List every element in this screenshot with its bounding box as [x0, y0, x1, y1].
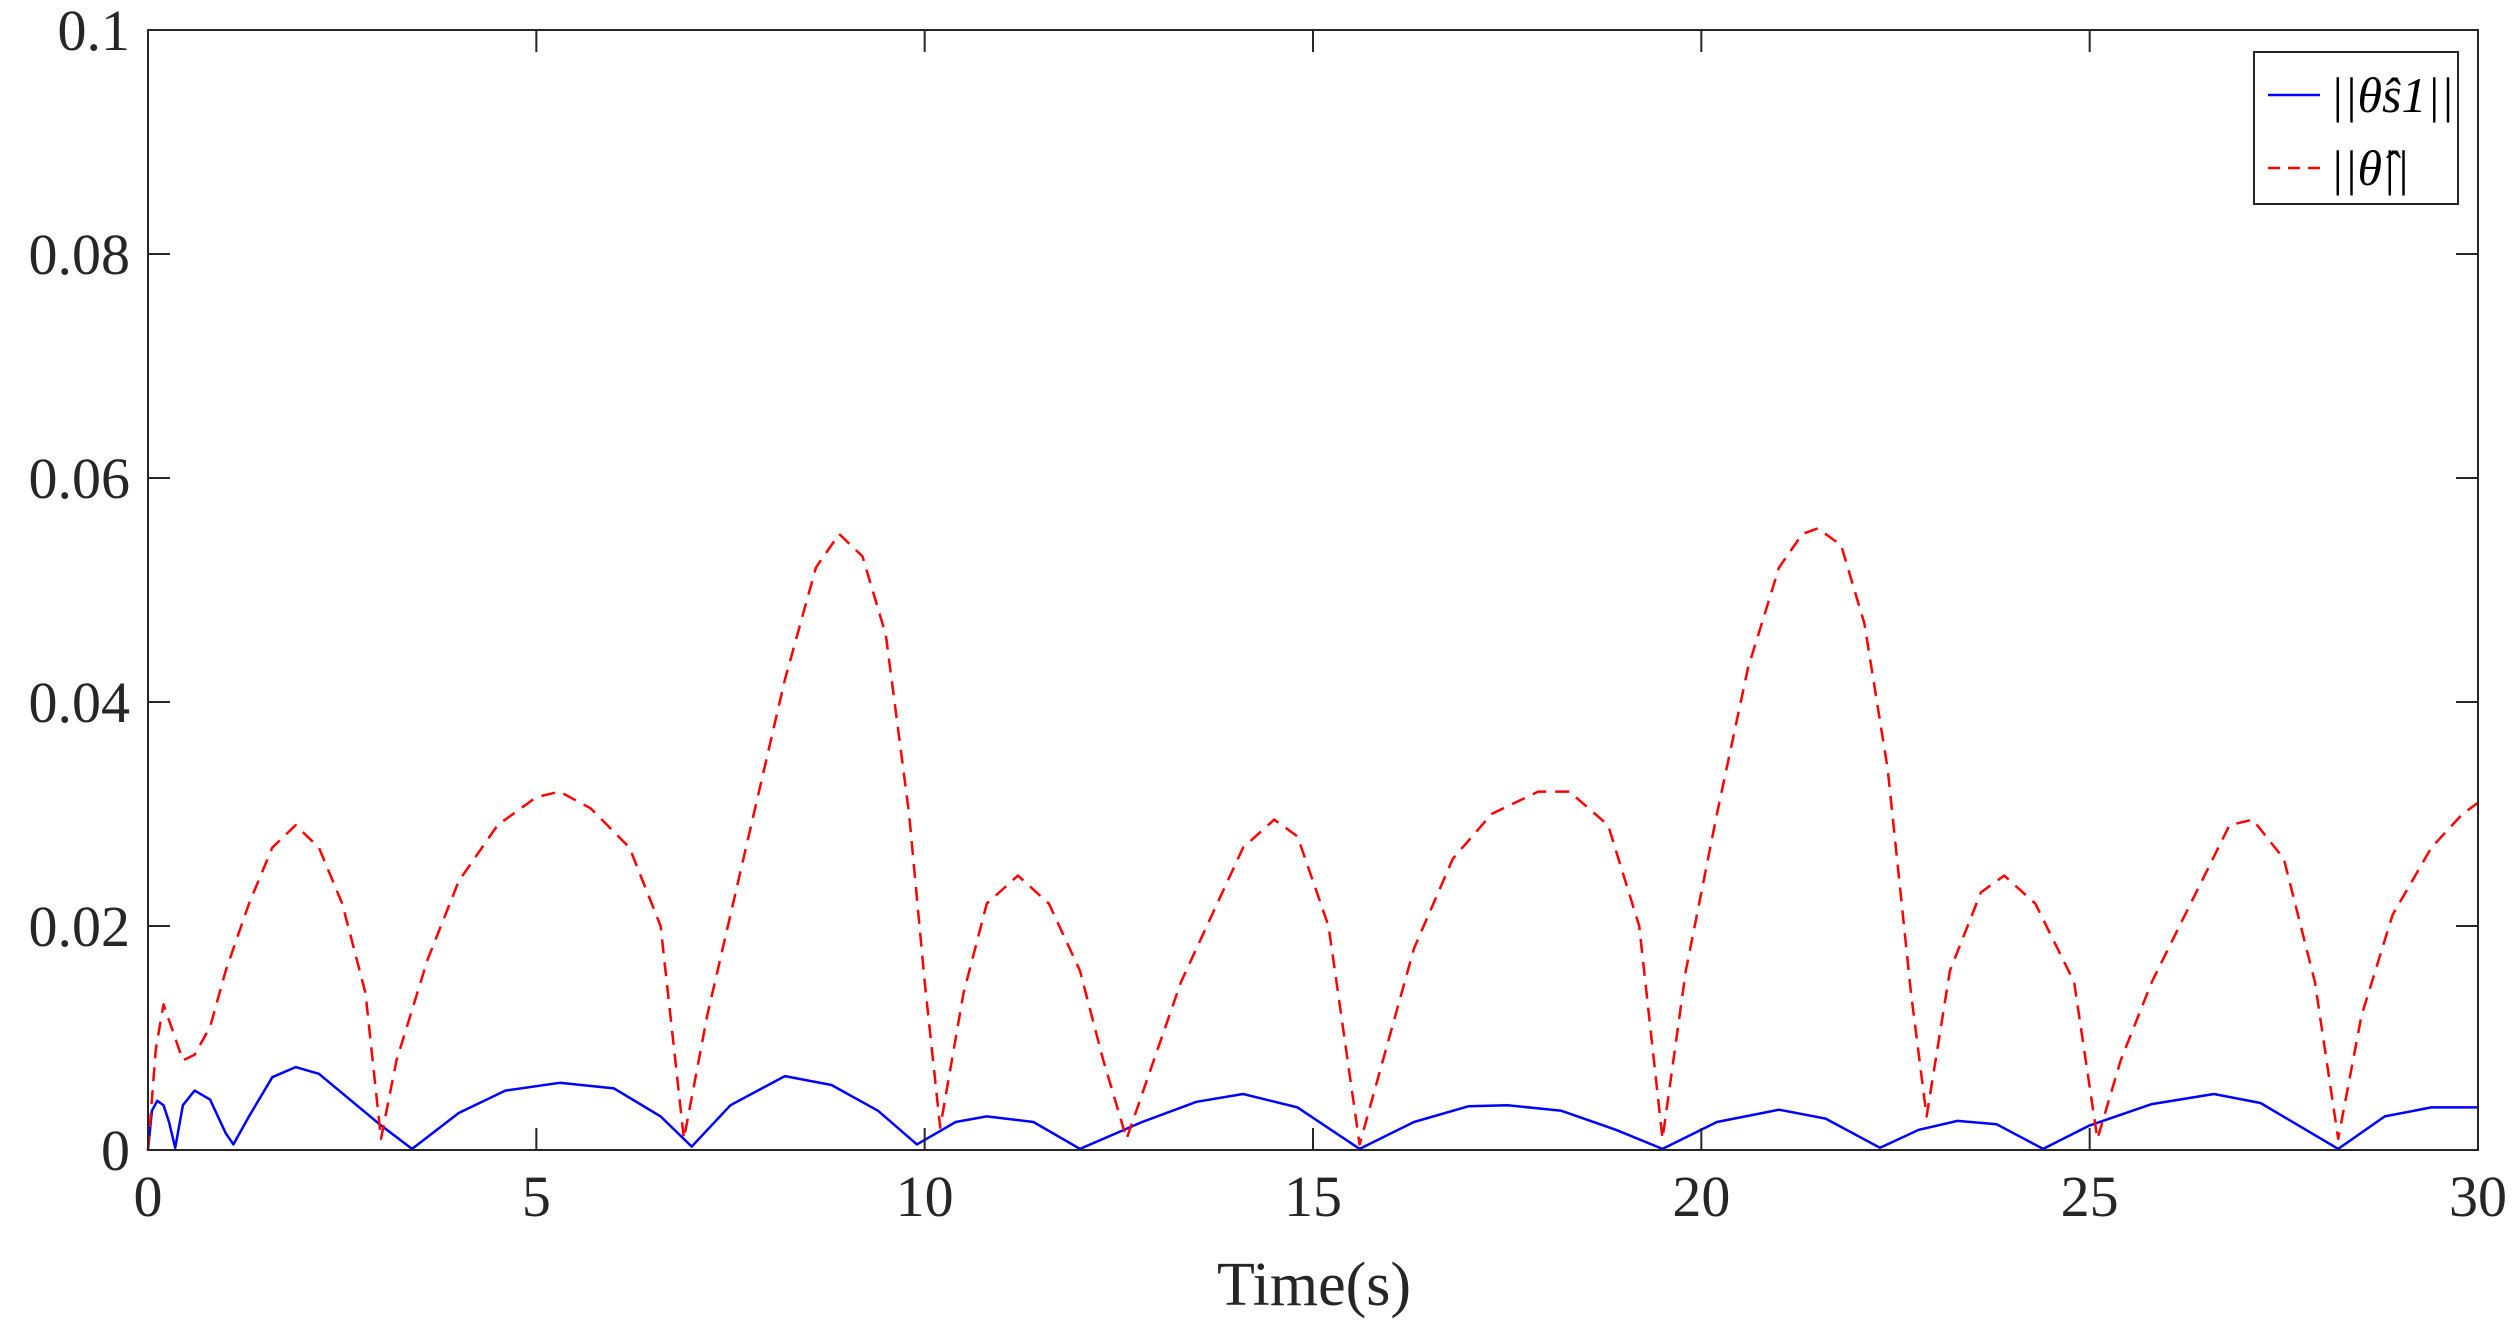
y-tick-label: 0.1: [58, 0, 131, 63]
y-tick-label: 0.08: [29, 222, 131, 287]
legend-label-series-1: ||θ̂s1||: [2330, 67, 2454, 123]
x-tick-label: 5: [522, 1164, 551, 1229]
legend-box: [2253, 51, 2459, 205]
series-lines: [146, 527, 2479, 1151]
y-tick-label: 0.02: [29, 894, 131, 959]
legend: ||θ̂s1|| ||θ̂||: [2253, 51, 2459, 205]
x-tick-label: 10: [896, 1164, 954, 1229]
axes: 0 5 10 15 20 25 30 0 0.02 0.04 0.06 0.08 0.1: [29, 0, 2508, 1229]
series-line-1: [146, 1065, 2478, 1151]
series-line-2: [146, 527, 2479, 1151]
x-tick-label: 25: [2061, 1164, 2119, 1229]
y-tick-label: 0: [101, 1118, 130, 1183]
legend-label-series-2: ||θ̂||: [2330, 140, 2410, 196]
plot-area: [148, 30, 2478, 1150]
plot-frame-fill: [148, 30, 2478, 1150]
y-tick-label: 0.04: [29, 670, 131, 735]
y-tick-label: 0.06: [29, 446, 131, 511]
x-axis-label: Time(s): [1217, 1251, 1411, 1319]
x-tick-label: 15: [1284, 1164, 1342, 1229]
x-tick-label: 0: [134, 1164, 163, 1229]
x-tick-label: 20: [1672, 1164, 1730, 1229]
x-tick-label: 30: [2449, 1164, 2507, 1229]
